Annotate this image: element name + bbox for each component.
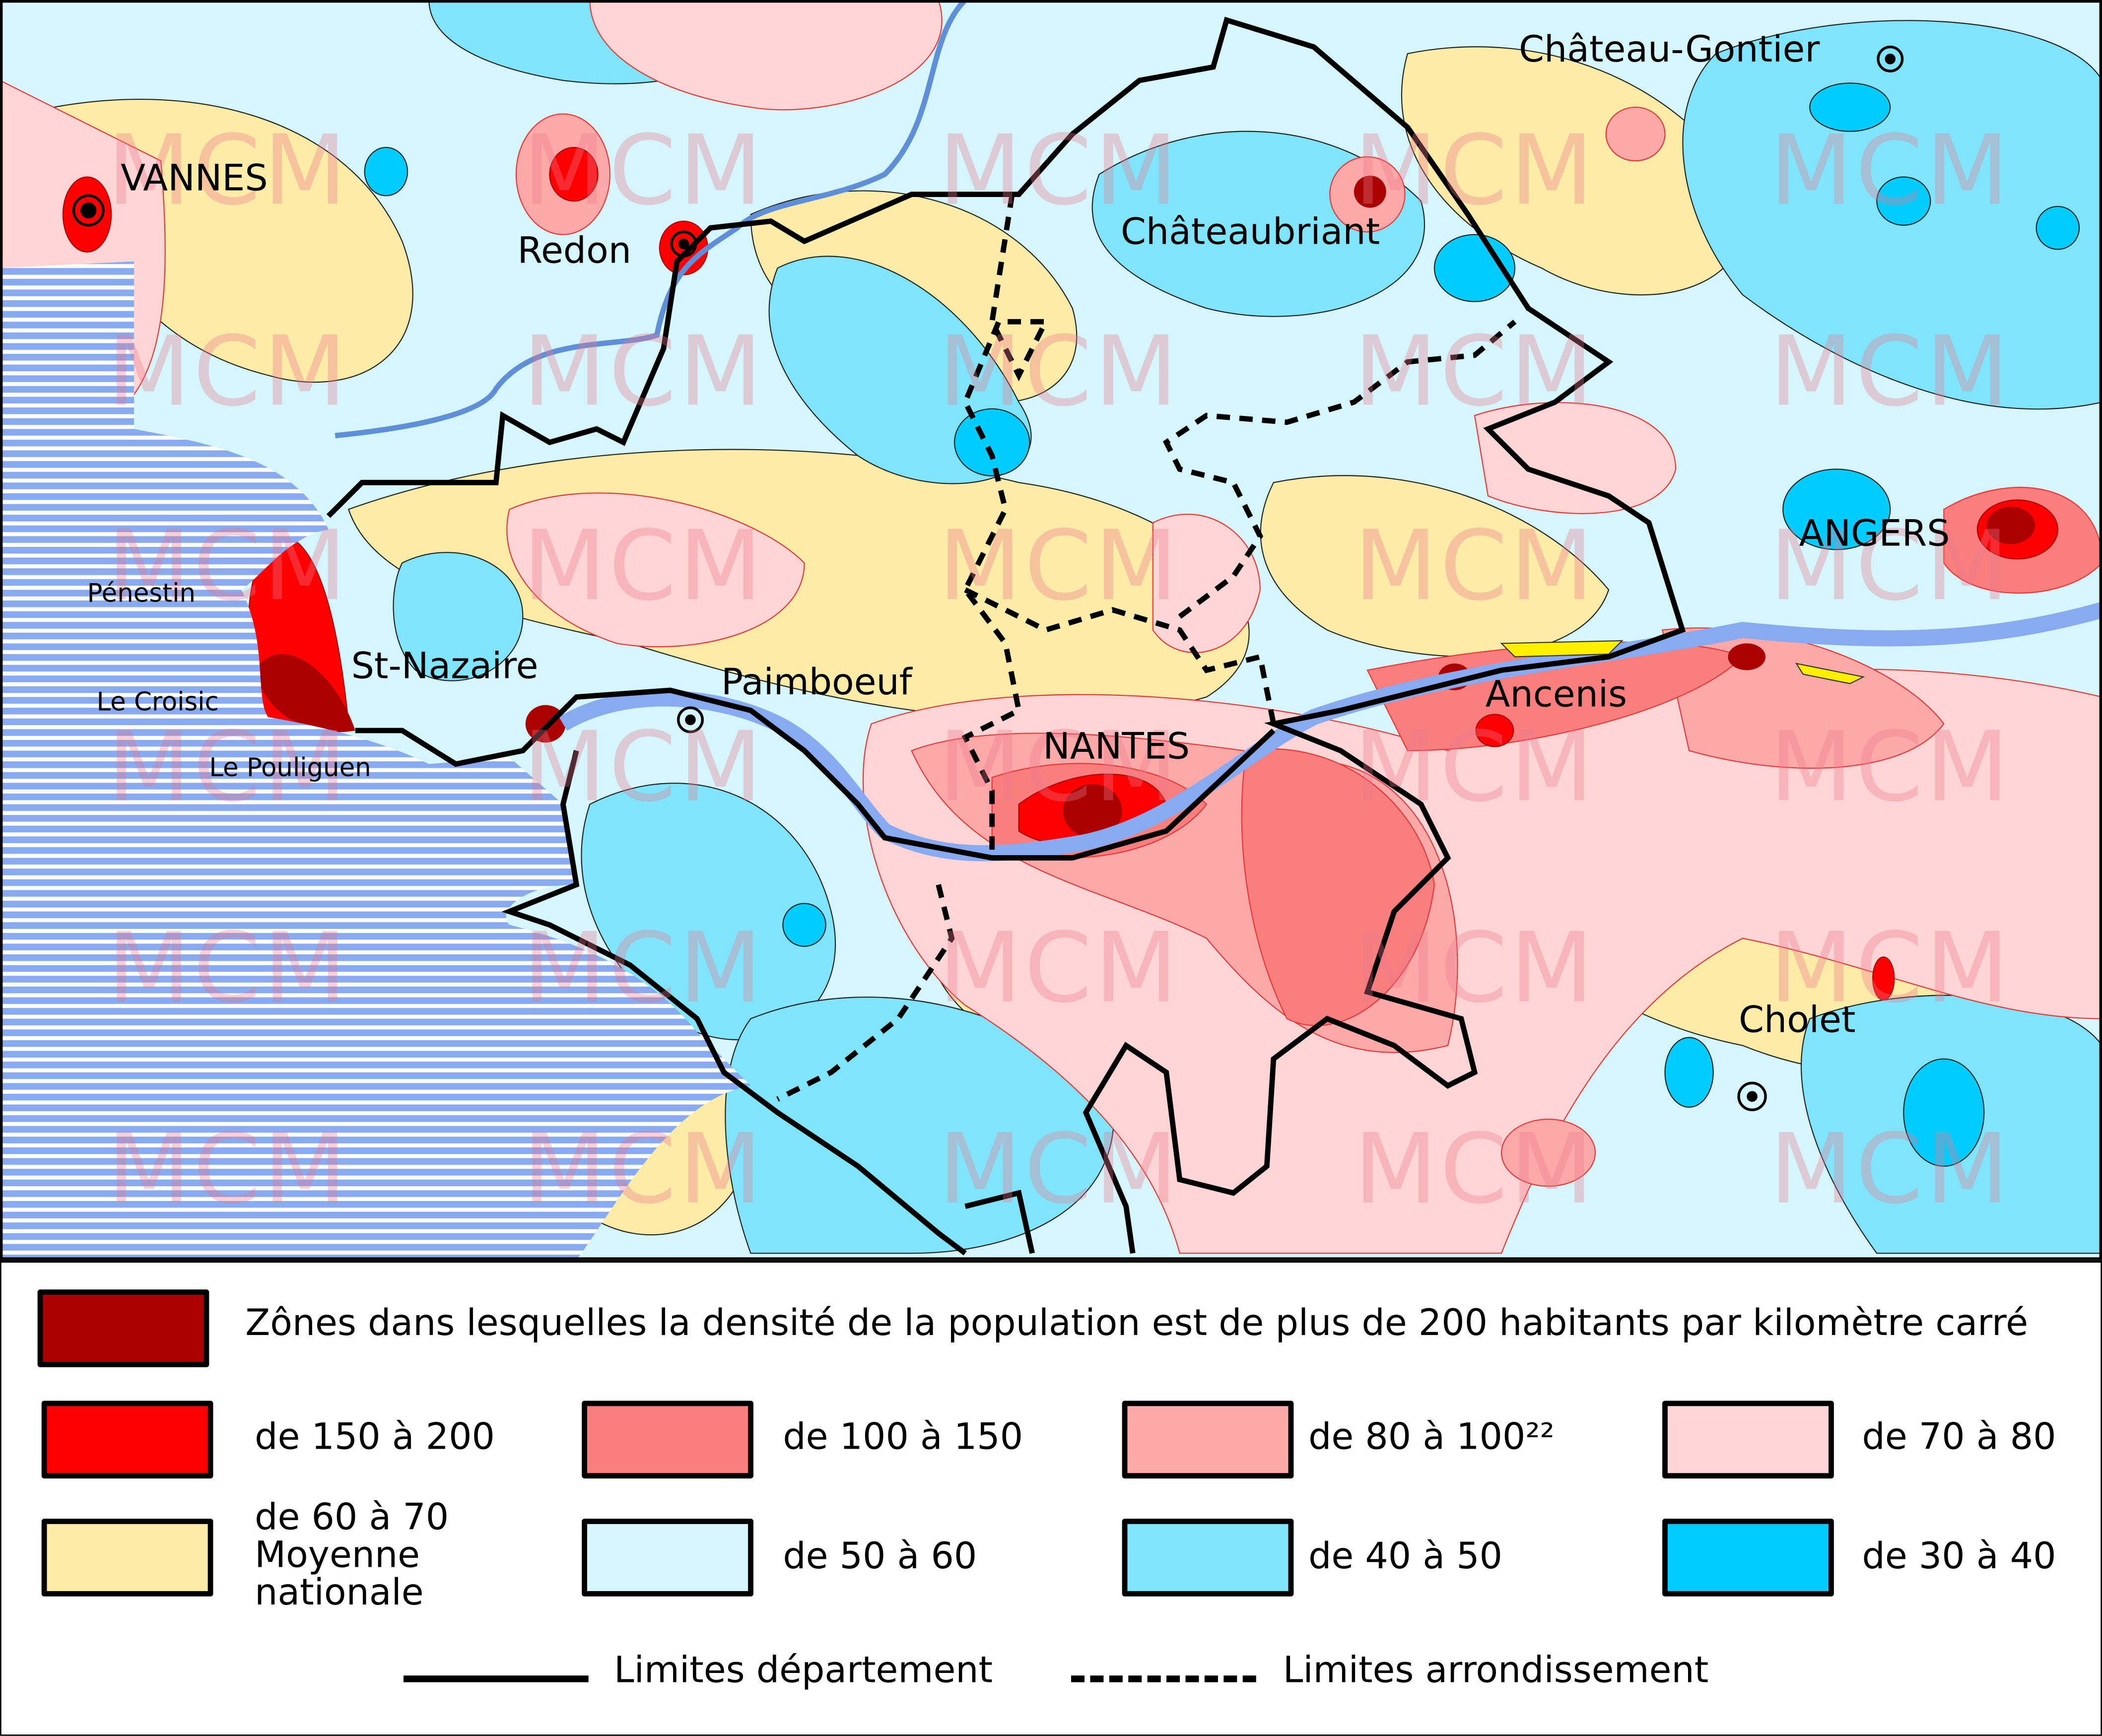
watermark-text: MCM xyxy=(107,509,349,622)
legend-label-100-150: de 100 à 150 xyxy=(783,1416,1023,1459)
map-canvas xyxy=(0,0,2102,1260)
legend-label-150-200: de 150 à 200 xyxy=(255,1416,495,1459)
town-le-croisic: Le Croisic xyxy=(96,687,219,717)
watermark-text: MCM xyxy=(523,1112,765,1225)
legend-swatch-30-40 xyxy=(1662,1519,1834,1597)
town-cholet: Cholet xyxy=(1739,1000,1856,1042)
department-limits-south xyxy=(355,687,1276,1256)
legend-swatch-70-80 xyxy=(1662,1401,1834,1479)
watermark-text: MCM xyxy=(1769,315,2012,428)
watermark-text: MCM xyxy=(1769,1112,2012,1225)
legend-line-department xyxy=(403,1675,589,1682)
legend-swatch-60-70 xyxy=(41,1519,213,1597)
watermark-text: MCM xyxy=(1354,911,1596,1024)
watermark-text: MCM xyxy=(1354,114,1596,227)
legend-label-40-50: de 40 à 50 xyxy=(1308,1536,1503,1578)
town-chateau-gontier: Château-Gontier xyxy=(1519,29,1820,71)
legend-label-over-200: Zônes dans lesquelles la densité de la p… xyxy=(245,1303,2029,1345)
vilaine-river xyxy=(335,0,967,439)
legend-swatch-50-60 xyxy=(582,1519,753,1597)
watermark-text: MCM xyxy=(1769,509,2012,622)
watermark-text: MCM xyxy=(1769,114,2012,227)
watermark-text: MCM xyxy=(938,315,1181,428)
legend: Zônes dans lesquelles la densité de la p… xyxy=(0,1260,2102,1736)
legend-label-60-70-line1: de 60 à 70 xyxy=(255,1497,449,1539)
legend-swatch-40-50 xyxy=(1122,1519,1294,1597)
watermark-text: MCM xyxy=(938,911,1181,1024)
department-limits xyxy=(326,16,1686,1254)
town-redon: Redon xyxy=(517,230,631,272)
zones-30-40 xyxy=(364,82,2080,1167)
legend-label-30-40: de 30 à 40 xyxy=(1862,1536,2056,1578)
watermark-text: MCM xyxy=(1354,509,1596,622)
watermark-text: MCM xyxy=(523,315,765,428)
town-le-pouliguen: Le Pouliguen xyxy=(209,753,371,783)
town-nantes: NANTES xyxy=(1043,726,1190,768)
town-angers: ANGERS xyxy=(1799,513,1950,555)
legend-label-60-70-line2: Moyenne xyxy=(255,1535,420,1577)
watermark-text: MCM xyxy=(938,509,1181,622)
watermark-text: MCM xyxy=(938,710,1181,823)
watermark-text: MCM xyxy=(107,710,349,823)
town-st-nazaire: St-Nazaire xyxy=(351,646,539,688)
watermark-text: MCM xyxy=(1769,710,2012,823)
legend-label-80-100: de 80 à 100²² xyxy=(1308,1416,1555,1459)
legend-swatch-150-200 xyxy=(41,1401,213,1479)
legend-swatch-80-100 xyxy=(1122,1401,1294,1479)
watermark-text: MCM xyxy=(523,710,765,823)
watermark-text: MCM xyxy=(1354,315,1596,428)
town-penestin: Pénestin xyxy=(87,579,196,609)
legend-label-50-60: de 50 à 60 xyxy=(783,1536,977,1578)
watermark-text: MCM xyxy=(107,1112,349,1225)
watermark-text: MCM xyxy=(523,509,765,622)
legend-label-department: Limites département xyxy=(614,1650,993,1692)
watermark-text: MCM xyxy=(523,911,765,1024)
loire-river xyxy=(559,602,2102,862)
watermark-text: MCM xyxy=(938,1112,1181,1225)
town-markers xyxy=(72,45,1904,1112)
town-ancenis: Ancenis xyxy=(1485,674,1627,716)
watermark-text: MCM xyxy=(107,315,349,428)
town-vannes: VANNES xyxy=(121,158,268,200)
sea-atlantic xyxy=(0,261,751,1260)
legend-label-arrondissement: Limites arrondissement xyxy=(1283,1650,1709,1692)
watermark-text: MCM xyxy=(1354,1112,1596,1225)
town-paimboeuf: Paimboeuf xyxy=(721,662,912,704)
legend-label-60-70: de 60 à 70 Moyenne nationale xyxy=(255,1497,449,1614)
map-area: MCM MCM MCM MCM MCM MCM MCM MCM MCM MCM MCM MCM MCM M… xyxy=(0,0,2102,1260)
legend-label-70-80: de 70 à 80 xyxy=(1862,1416,2056,1459)
watermark-text: MCM xyxy=(1769,911,2012,1024)
watermark-text: MCM xyxy=(938,114,1181,227)
legend-swatch-over-200 xyxy=(37,1289,209,1367)
town-chateaubriant: Châteaubriant xyxy=(1120,211,1380,254)
legend-swatch-100-150 xyxy=(582,1401,753,1479)
watermark-text: MCM xyxy=(107,114,349,227)
watermark-text: MCM xyxy=(523,114,765,227)
legend-line-arrondissement xyxy=(1071,1675,1256,1682)
watermark-text: MCM xyxy=(1354,710,1596,823)
legend-label-60-70-line3: nationale xyxy=(255,1572,424,1614)
watermark-text: MCM xyxy=(107,911,349,1024)
